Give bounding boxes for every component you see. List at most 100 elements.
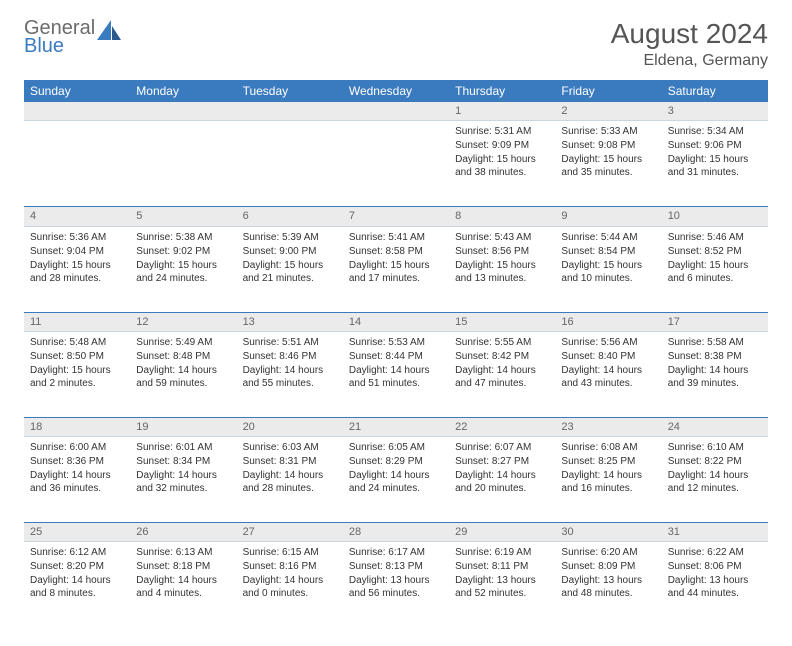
daylight-line: Daylight: 14 hours and 39 minutes. — [668, 364, 762, 390]
sunset-line: Sunset: 8:42 PM — [455, 350, 549, 363]
sunset-line: Sunset: 8:34 PM — [136, 455, 230, 468]
sunrise-line: Sunrise: 5:39 AM — [243, 231, 337, 244]
title-block: August 2024 Eldena, Germany — [611, 18, 768, 70]
weekday-header: Wednesday — [343, 80, 449, 102]
day-cell: Sunrise: 6:12 AMSunset: 8:20 PMDaylight:… — [24, 542, 130, 628]
day-content-row: Sunrise: 5:48 AMSunset: 8:50 PMDaylight:… — [24, 331, 768, 417]
sunrise-line: Sunrise: 6:19 AM — [455, 546, 549, 559]
day-number: 27 — [237, 523, 343, 542]
day-cell-body: Sunrise: 5:33 AMSunset: 9:08 PMDaylight:… — [555, 121, 661, 184]
sunrise-line: Sunrise: 5:44 AM — [561, 231, 655, 244]
day-number: 29 — [449, 523, 555, 542]
daylight-line: Daylight: 13 hours and 48 minutes. — [561, 574, 655, 600]
day-number-row: 123 — [24, 102, 768, 121]
sunset-line: Sunset: 8:06 PM — [668, 560, 762, 573]
day-cell-body: Sunrise: 5:48 AMSunset: 8:50 PMDaylight:… — [24, 332, 130, 395]
day-cell-body: Sunrise: 5:49 AMSunset: 8:48 PMDaylight:… — [130, 332, 236, 395]
sunrise-line: Sunrise: 5:34 AM — [668, 125, 762, 138]
logo-text: General Blue — [24, 18, 95, 56]
weekday-header: Saturday — [662, 80, 768, 102]
day-cell: Sunrise: 5:49 AMSunset: 8:48 PMDaylight:… — [130, 331, 236, 417]
sunset-line: Sunset: 8:38 PM — [668, 350, 762, 363]
sunrise-line: Sunrise: 5:41 AM — [349, 231, 443, 244]
day-number: 4 — [24, 207, 130, 226]
day-cell: Sunrise: 6:17 AMSunset: 8:13 PMDaylight:… — [343, 542, 449, 628]
sunset-line: Sunset: 8:36 PM — [30, 455, 124, 468]
daylight-line: Daylight: 14 hours and 4 minutes. — [136, 574, 230, 600]
calendar-table: SundayMondayTuesdayWednesdayThursdayFrid… — [24, 80, 768, 628]
day-number: 2 — [555, 102, 661, 121]
day-cell: Sunrise: 5:53 AMSunset: 8:44 PMDaylight:… — [343, 331, 449, 417]
weekday-header: Thursday — [449, 80, 555, 102]
day-number: 3 — [662, 102, 768, 121]
day-cell-body: Sunrise: 5:36 AMSunset: 9:04 PMDaylight:… — [24, 227, 130, 290]
day-cell-body: Sunrise: 5:34 AMSunset: 9:06 PMDaylight:… — [662, 121, 768, 184]
day-number: 18 — [24, 417, 130, 436]
day-content-row: Sunrise: 6:00 AMSunset: 8:36 PMDaylight:… — [24, 437, 768, 523]
sunrise-line: Sunrise: 6:03 AM — [243, 441, 337, 454]
day-number: 14 — [343, 312, 449, 331]
day-content-row: Sunrise: 5:36 AMSunset: 9:04 PMDaylight:… — [24, 226, 768, 312]
day-cell: Sunrise: 5:46 AMSunset: 8:52 PMDaylight:… — [662, 226, 768, 312]
sunrise-line: Sunrise: 6:20 AM — [561, 546, 655, 559]
weekday-header: Monday — [130, 80, 236, 102]
empty-cell — [237, 121, 343, 207]
day-cell: Sunrise: 5:38 AMSunset: 9:02 PMDaylight:… — [130, 226, 236, 312]
sunrise-line: Sunrise: 5:51 AM — [243, 336, 337, 349]
day-cell-body: Sunrise: 6:15 AMSunset: 8:16 PMDaylight:… — [237, 542, 343, 605]
sunrise-line: Sunrise: 6:08 AM — [561, 441, 655, 454]
sunset-line: Sunset: 9:04 PM — [30, 245, 124, 258]
day-cell-body: Sunrise: 5:55 AMSunset: 8:42 PMDaylight:… — [449, 332, 555, 395]
sunset-line: Sunset: 8:52 PM — [668, 245, 762, 258]
empty-cell — [130, 121, 236, 207]
day-cell-body: Sunrise: 6:13 AMSunset: 8:18 PMDaylight:… — [130, 542, 236, 605]
header: General Blue August 2024 Eldena, Germany — [24, 18, 768, 70]
day-cell: Sunrise: 6:10 AMSunset: 8:22 PMDaylight:… — [662, 437, 768, 523]
empty-cell — [343, 121, 449, 207]
daylight-line: Daylight: 15 hours and 17 minutes. — [349, 259, 443, 285]
day-cell-body: Sunrise: 5:58 AMSunset: 8:38 PMDaylight:… — [662, 332, 768, 395]
day-number: 31 — [662, 523, 768, 542]
day-cell-body: Sunrise: 6:08 AMSunset: 8:25 PMDaylight:… — [555, 437, 661, 500]
sunset-line: Sunset: 8:09 PM — [561, 560, 655, 573]
day-cell: Sunrise: 6:13 AMSunset: 8:18 PMDaylight:… — [130, 542, 236, 628]
day-number: 24 — [662, 417, 768, 436]
sunset-line: Sunset: 8:25 PM — [561, 455, 655, 468]
day-number: 20 — [237, 417, 343, 436]
sunrise-line: Sunrise: 5:58 AM — [668, 336, 762, 349]
weekday-header-row: SundayMondayTuesdayWednesdayThursdayFrid… — [24, 80, 768, 102]
day-number-row: 45678910 — [24, 207, 768, 226]
weekday-header: Sunday — [24, 80, 130, 102]
day-cell-body: Sunrise: 5:51 AMSunset: 8:46 PMDaylight:… — [237, 332, 343, 395]
day-number: 9 — [555, 207, 661, 226]
daylight-line: Daylight: 14 hours and 0 minutes. — [243, 574, 337, 600]
sunrise-line: Sunrise: 5:31 AM — [455, 125, 549, 138]
day-cell-body: Sunrise: 5:41 AMSunset: 8:58 PMDaylight:… — [343, 227, 449, 290]
day-cell: Sunrise: 5:31 AMSunset: 9:09 PMDaylight:… — [449, 121, 555, 207]
day-cell: Sunrise: 5:33 AMSunset: 9:08 PMDaylight:… — [555, 121, 661, 207]
sunrise-line: Sunrise: 5:56 AM — [561, 336, 655, 349]
sunrise-line: Sunrise: 6:05 AM — [349, 441, 443, 454]
day-cell-body: Sunrise: 5:46 AMSunset: 8:52 PMDaylight:… — [662, 227, 768, 290]
day-cell-body: Sunrise: 5:43 AMSunset: 8:56 PMDaylight:… — [449, 227, 555, 290]
logo: General Blue — [24, 18, 121, 56]
sunrise-line: Sunrise: 6:12 AM — [30, 546, 124, 559]
daylight-line: Daylight: 15 hours and 2 minutes. — [30, 364, 124, 390]
logo-line2: Blue — [24, 36, 95, 56]
day-cell: Sunrise: 5:39 AMSunset: 9:00 PMDaylight:… — [237, 226, 343, 312]
day-content-row: Sunrise: 6:12 AMSunset: 8:20 PMDaylight:… — [24, 542, 768, 628]
daylight-line: Daylight: 15 hours and 38 minutes. — [455, 153, 549, 179]
daylight-line: Daylight: 15 hours and 21 minutes. — [243, 259, 337, 285]
daylight-line: Daylight: 14 hours and 59 minutes. — [136, 364, 230, 390]
day-cell-body: Sunrise: 5:38 AMSunset: 9:02 PMDaylight:… — [130, 227, 236, 290]
day-cell: Sunrise: 6:07 AMSunset: 8:27 PMDaylight:… — [449, 437, 555, 523]
sunset-line: Sunset: 9:00 PM — [243, 245, 337, 258]
sunset-line: Sunset: 8:56 PM — [455, 245, 549, 258]
sunset-line: Sunset: 8:44 PM — [349, 350, 443, 363]
sunrise-line: Sunrise: 6:13 AM — [136, 546, 230, 559]
daylight-line: Daylight: 15 hours and 28 minutes. — [30, 259, 124, 285]
sunrise-line: Sunrise: 5:49 AM — [136, 336, 230, 349]
day-cell-body: Sunrise: 6:12 AMSunset: 8:20 PMDaylight:… — [24, 542, 130, 605]
calendar-page: General Blue August 2024 Eldena, Germany… — [0, 0, 792, 646]
day-cell-body: Sunrise: 6:22 AMSunset: 8:06 PMDaylight:… — [662, 542, 768, 605]
